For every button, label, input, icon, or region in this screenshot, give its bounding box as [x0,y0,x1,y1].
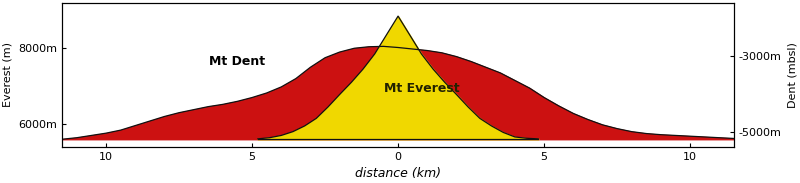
Text: Mt Everest: Mt Everest [384,82,459,95]
Y-axis label: Everest (m): Everest (m) [2,42,13,107]
X-axis label: distance (km): distance (km) [355,167,441,180]
Text: Mt Dent: Mt Dent [210,55,266,68]
Y-axis label: Dent (mbsl): Dent (mbsl) [787,42,798,108]
